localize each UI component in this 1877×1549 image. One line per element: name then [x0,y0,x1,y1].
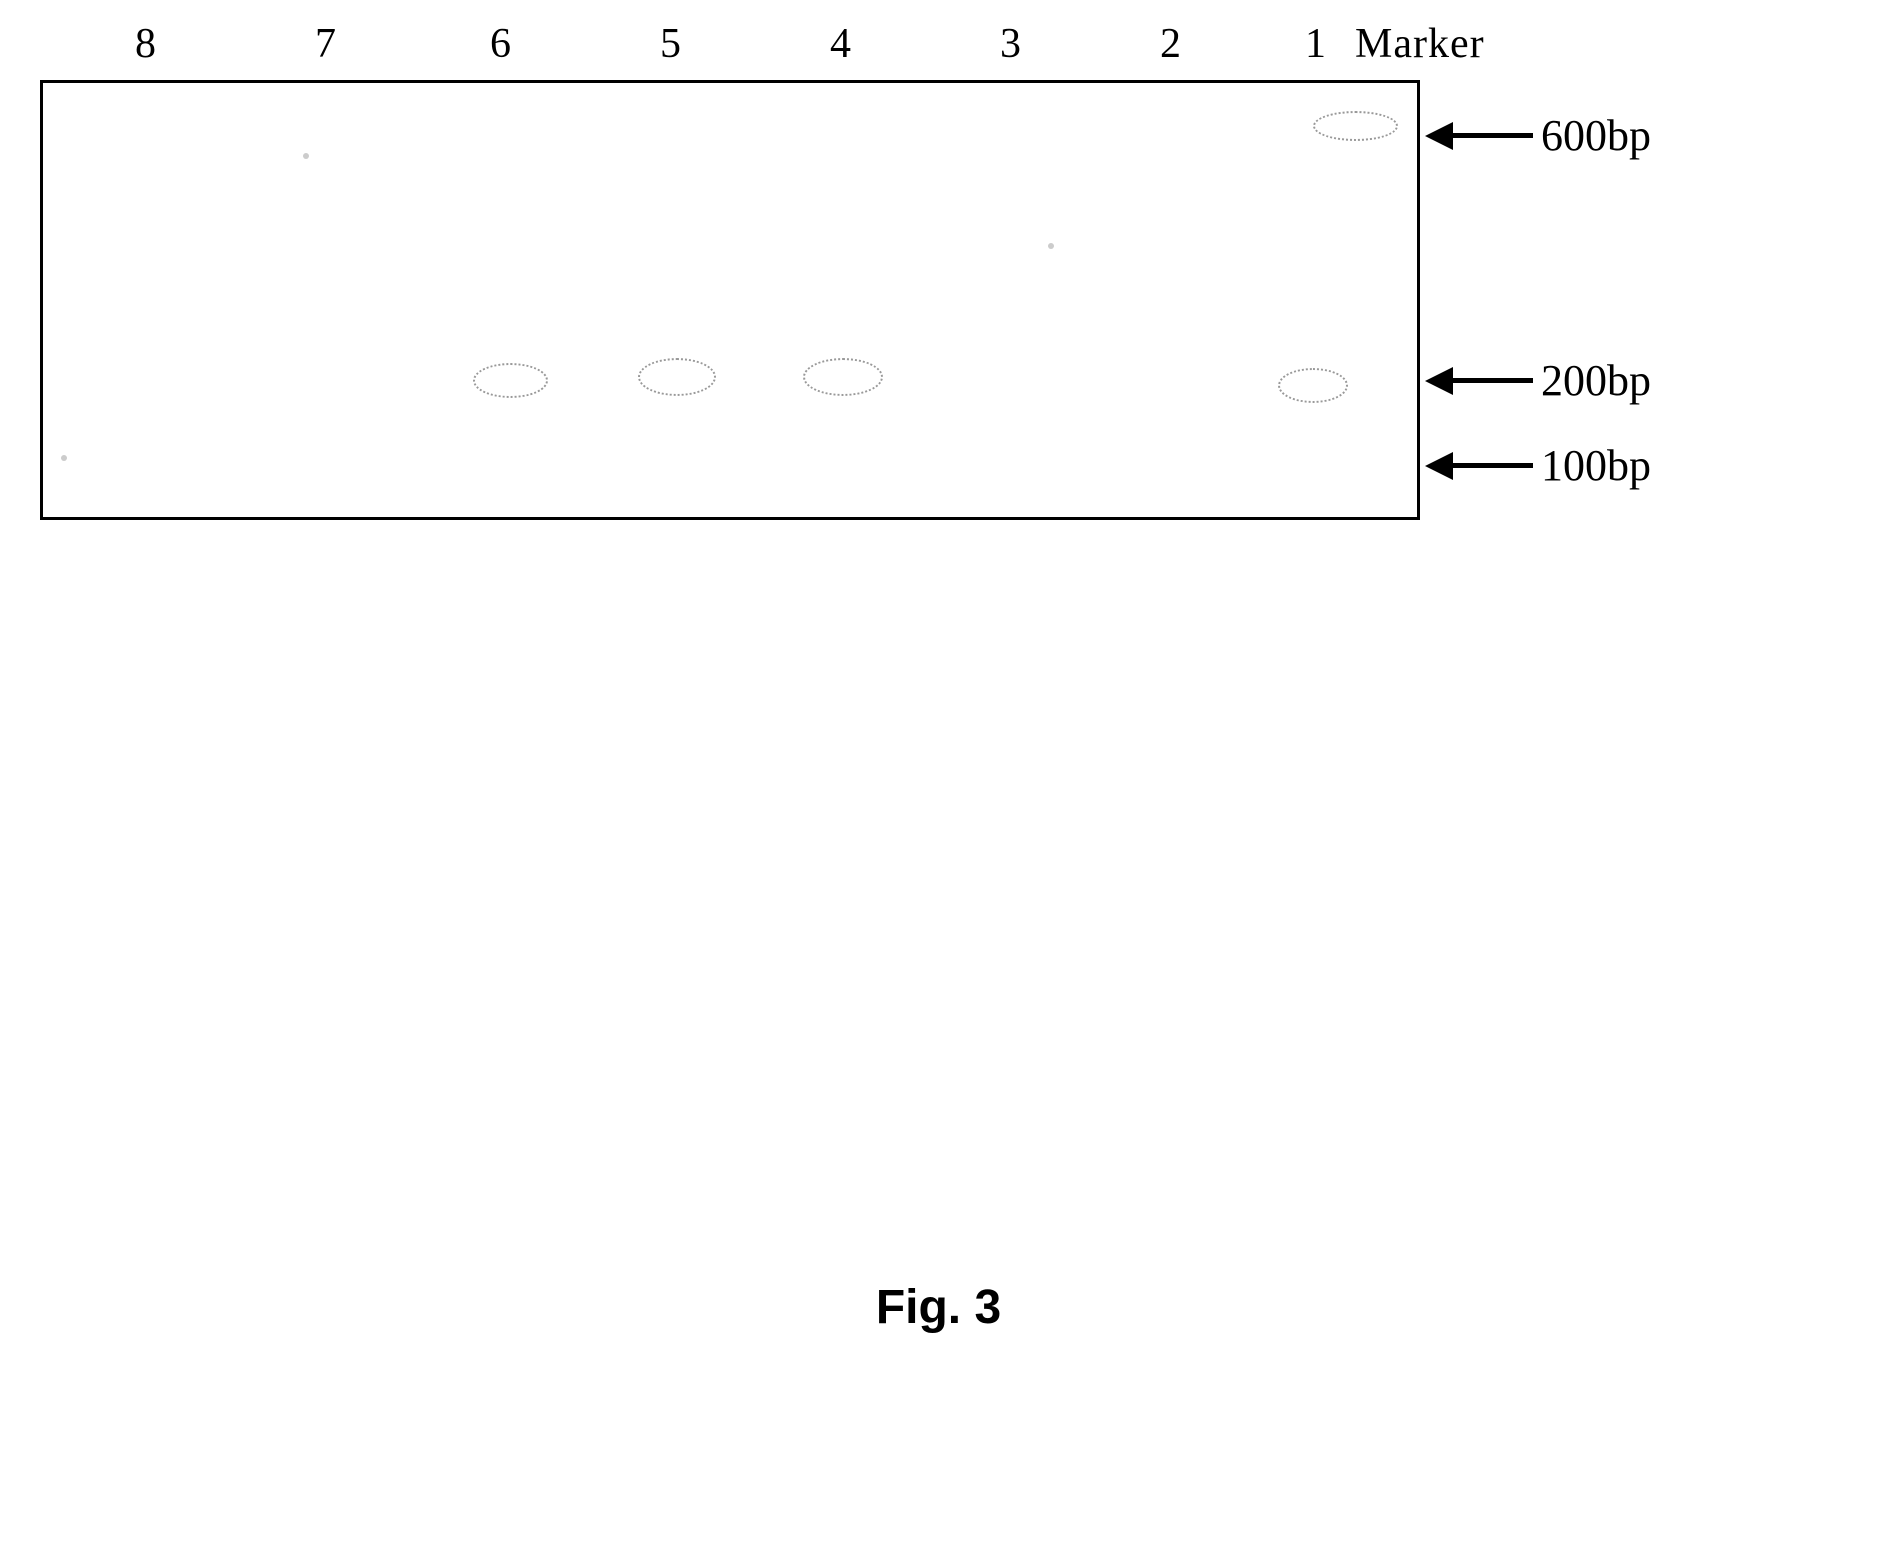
marker-600bp-row: 600bp [1425,110,1651,161]
arrow-left-icon [1425,122,1533,150]
lane-label-8: 8 [135,20,156,68]
marker-100bp-row: 100bp [1425,440,1651,491]
marker-label-200bp: 200bp [1541,355,1651,406]
arrow-left-icon [1425,367,1533,395]
lane-label-5: 5 [660,20,681,68]
lane-label-6: 6 [490,20,511,68]
band-lane4 [803,358,883,396]
lane-label-marker: Marker [1355,20,1485,68]
artifact-speck [61,455,67,461]
gel-figure: 8 7 6 5 4 3 2 1 Marker 600bp [40,20,1740,80]
arrow-left-icon [1425,452,1533,480]
artifact-speck [303,153,309,159]
lane-label-2: 2 [1160,20,1181,68]
lane-label-1: 1 [1305,20,1326,68]
gel-image-box [40,80,1420,520]
marker-label-600bp: 600bp [1541,110,1651,161]
size-marker-annotations: 600bp 200bp 100bp [1425,80,1775,520]
marker-200bp-row: 200bp [1425,355,1651,406]
figure-caption: Fig. 3 [0,1280,1877,1335]
marker-label-100bp: 100bp [1541,440,1651,491]
band-marker-600bp [1313,111,1398,141]
lane-labels-row: 8 7 6 5 4 3 2 1 Marker [40,20,1740,80]
band-lane6 [473,363,548,398]
artifact-speck [1048,243,1054,249]
band-lane5 [638,358,716,396]
lane-label-4: 4 [830,20,851,68]
lane-label-7: 7 [315,20,336,68]
lane-label-3: 3 [1000,20,1021,68]
band-lane1 [1278,368,1348,403]
